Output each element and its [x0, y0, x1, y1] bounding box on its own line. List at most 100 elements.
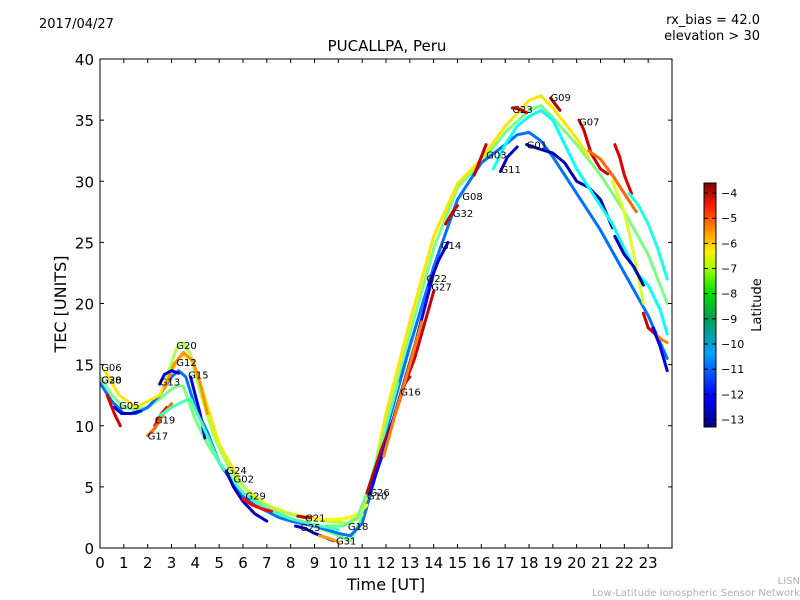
- sat-label-g02: G02: [233, 474, 253, 485]
- x-tick-label: 10: [329, 554, 348, 572]
- series-early-green: [100, 104, 669, 543]
- footer-network: Low-Latitude Ionospheric Sensor Network: [592, 588, 800, 599]
- series-g01-blue: [525, 143, 614, 230]
- sat-label-g26: G26: [369, 488, 389, 499]
- y-axis-label: TEC [UNITS]: [51, 256, 70, 354]
- colorbar-tick-label: −6: [721, 237, 737, 250]
- colorbar-ticks: −4 −5 −6 −7 −8 −9 −10 −11 −12 −13: [704, 187, 744, 426]
- colorbar-tick-label: −4: [721, 187, 737, 200]
- sat-label-g25: G25: [300, 523, 320, 534]
- x-tick-label: 1: [119, 554, 129, 572]
- x-tick-label: 20: [567, 554, 586, 572]
- series-g05-blue: [112, 405, 142, 415]
- series-g19-green: [158, 397, 340, 532]
- sat-label-g23: G23: [512, 105, 532, 116]
- sat-label-g28: G28: [101, 375, 121, 386]
- colorbar-tick-label: −9: [721, 313, 737, 326]
- y-tick-label: 15: [75, 357, 94, 375]
- series-blue-right: [613, 234, 645, 287]
- series-g11-blue: [498, 145, 519, 173]
- footer-lisn: LISN: [777, 576, 800, 587]
- rx-bias-label: rx_bias = 42.0: [666, 13, 760, 28]
- footer: LISN Low-Latitude Ionospheric Sensor Net…: [592, 576, 800, 600]
- series-red-mid: [613, 143, 633, 195]
- series-g26-blue: [367, 271, 436, 496]
- colorbar-tick-label: −7: [721, 263, 737, 276]
- colorbar-label: Latitude: [750, 278, 765, 332]
- sat-label-g27: G27: [431, 282, 451, 293]
- sat-label-g07: G07: [579, 117, 599, 128]
- series-yellow-track: [103, 94, 591, 522]
- sat-label-g06: G06: [101, 363, 121, 374]
- series-g07-orange: [587, 149, 638, 214]
- series-g29-red: [241, 497, 274, 513]
- sat-label-g32: G32: [453, 209, 473, 220]
- x-tick-label: 18: [519, 554, 538, 572]
- colorbar-tick-label: −5: [721, 212, 737, 225]
- chart-title: PUCALLPA, Peru: [327, 37, 447, 55]
- series-g09-red: [549, 96, 562, 112]
- series-layer: [100, 94, 669, 544]
- date-label: 2017/04/27: [39, 17, 114, 32]
- x-tick-label: 9: [310, 554, 320, 572]
- sat-label-g15: G15: [188, 370, 208, 381]
- colorbar-tick-label: −13: [721, 413, 744, 426]
- y-tick-label: 40: [75, 51, 94, 69]
- series-g23-red: [510, 106, 529, 115]
- x-tick-label: 2: [143, 554, 153, 572]
- elevation-label: elevation > 30: [664, 29, 760, 44]
- x-tick-label: 15: [448, 554, 467, 572]
- x-tick-label: 4: [191, 554, 201, 572]
- sat-label-g19: G19: [155, 416, 175, 427]
- y-tick-label: 30: [75, 173, 94, 191]
- series-g03-red: [472, 143, 488, 177]
- sat-label-g29: G29: [245, 491, 265, 502]
- sat-label-g11: G11: [500, 165, 520, 176]
- sat-label-g21: G21: [305, 513, 325, 524]
- series-g22-red: [444, 204, 459, 226]
- plot-frame: [99, 58, 673, 549]
- sat-label-g16: G16: [400, 388, 420, 399]
- x-tick-label: 3: [167, 554, 177, 572]
- series-green-right: [627, 192, 669, 281]
- x-tick-label: 0: [95, 554, 105, 572]
- x-axis-label: Time [UT]: [346, 575, 425, 594]
- x-tick-label: 19: [543, 554, 562, 572]
- series-g31-orange: [317, 534, 340, 544]
- sat-label-g17: G17: [148, 432, 168, 443]
- series-g16-orange: [382, 320, 424, 458]
- sat-label-g03: G03: [486, 150, 506, 161]
- series-g13-blue: [158, 369, 181, 386]
- x-tick-label: 8: [286, 554, 296, 572]
- x-tick-label: 21: [591, 554, 610, 572]
- series-cyan-track: [100, 130, 669, 538]
- rx-info: rx_bias = 42.0 elevation > 30: [664, 13, 760, 45]
- y-axis: 0 5 10 15 20 25 30 35 40: [75, 51, 672, 558]
- x-tick-label: 16: [472, 554, 491, 572]
- series-g12-orange: [162, 350, 209, 415]
- x-tick-label: 22: [615, 554, 634, 572]
- y-tick-label: 20: [75, 296, 94, 314]
- sat-label-g05: G05: [119, 401, 139, 412]
- colorbar: [703, 182, 717, 428]
- sat-label-g12: G12: [176, 358, 196, 369]
- sat-label-g18: G18: [348, 522, 368, 533]
- x-tick-label: 17: [496, 554, 515, 572]
- y-tick-label: 10: [75, 418, 94, 436]
- x-tick-label: 11: [353, 554, 372, 572]
- sat-label-g20: G20: [176, 341, 196, 352]
- y-tick-label: 25: [75, 234, 94, 252]
- y-tick-label: 5: [84, 479, 94, 497]
- x-axis: 0 1 2 3 4 5 6 7 8 9 10 11 12 13 14 15 16 17 18 19 20 21 22 23: [95, 59, 658, 572]
- colorbar-tick-label: −11: [721, 363, 744, 376]
- sat-label-g13: G13: [160, 378, 180, 389]
- sat-label-g08: G08: [462, 192, 482, 203]
- x-tick-label: 7: [262, 554, 272, 572]
- y-tick-label: 35: [75, 112, 94, 130]
- x-tick-label: 5: [214, 554, 224, 572]
- series-g13-blue-dip: [224, 469, 269, 523]
- x-tick-label: 13: [400, 554, 419, 572]
- sat-label-g31: G31: [336, 537, 356, 548]
